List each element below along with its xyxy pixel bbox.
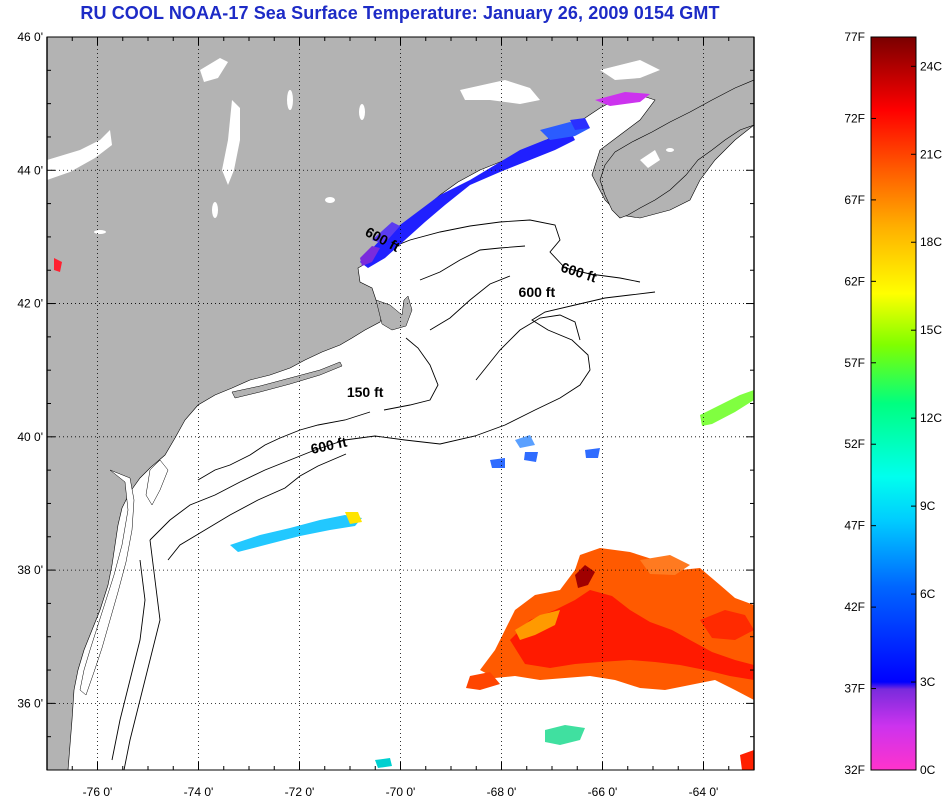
- colorbar-f-label: 32F: [844, 763, 865, 777]
- lon-tick-label: -72 0': [285, 785, 315, 799]
- lon-tick-label: -74 0': [184, 785, 214, 799]
- depth-contours: [111, 219, 656, 770]
- land-mainland: [47, 37, 754, 770]
- depth-label: 150 ft: [347, 384, 384, 400]
- colorbar-c-label: 15C: [920, 323, 942, 337]
- colorbar-f-label: 67F: [844, 193, 865, 207]
- colorbar-c-label: 6C: [920, 587, 936, 601]
- lon-tick-label: -70 0': [386, 785, 416, 799]
- colorbar-f-label: 52F: [844, 437, 865, 451]
- lat-tick-label: 40 0': [17, 430, 43, 444]
- colorbar-f-label: 72F: [844, 111, 865, 125]
- colorbar: [870, 36, 917, 771]
- lat-tick-label: 36 0': [17, 696, 43, 710]
- colorbar-f-label: 57F: [844, 356, 865, 370]
- colorbar-f-label: 77F: [844, 30, 865, 44]
- axis-ticks: [46, 36, 755, 771]
- colorbar-labels: 77F 72F 67F 62F 57F 52F 47F 42F 37F 32F 24C 21C 18C 1…: [844, 30, 942, 777]
- delaware-bay: [145, 459, 169, 506]
- colorbar-c-label: 0C: [920, 763, 936, 777]
- chesapeake-bay: [79, 469, 135, 696]
- land-long-island: [231, 361, 343, 399]
- land-cape-cod: [375, 295, 413, 331]
- map-title: RU COOL NOAA-17 Sea Surface Temperature:…: [80, 3, 720, 23]
- colorbar-c-label: 21C: [920, 147, 942, 161]
- colorbar-c-label: 3C: [920, 675, 936, 689]
- depth-label: 600 ft: [309, 434, 348, 457]
- colorbar-f-label: 42F: [844, 600, 865, 614]
- colorbar-c-label: 12C: [920, 411, 942, 425]
- colorbar-f-label: 62F: [844, 274, 865, 288]
- map-plot-area: [47, 37, 754, 770]
- colorbar-c-label: 24C: [920, 59, 942, 73]
- lat-tick-label: 38 0': [17, 563, 43, 577]
- land-nova-scotia: [599, 79, 754, 219]
- depth-label: 600 ft: [519, 284, 556, 300]
- colorbar-c-label: 9C: [920, 499, 936, 513]
- colorbar-f-label: 47F: [844, 519, 865, 533]
- lon-tick-label: -66 0': [588, 785, 618, 799]
- colorbar-f-label: 37F: [844, 682, 865, 696]
- lon-tick-label: -76 0': [83, 785, 113, 799]
- lon-tick-label: -64 0': [689, 785, 719, 799]
- lon-tick-label: -68 0': [487, 785, 517, 799]
- lat-tick-label: 44 0': [17, 163, 43, 177]
- colorbar-c-label: 18C: [920, 235, 942, 249]
- lat-tick-label: 46 0': [17, 30, 43, 44]
- axis-tick-labels: -76 0' -74 0' -72 0' -70 0' -68 0' -66 0' -64 …: [17, 30, 718, 799]
- lakes: [47, 58, 674, 234]
- lat-tick-label: 42 0': [17, 297, 43, 311]
- sst-patches: [54, 92, 754, 770]
